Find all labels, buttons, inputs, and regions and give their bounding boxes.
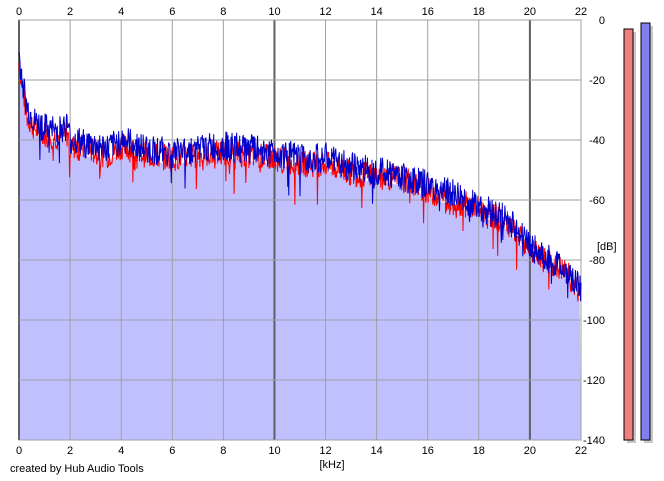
x-tick-label-top: 16 bbox=[422, 6, 434, 18]
spectrum-area bbox=[19, 68, 581, 440]
level-meters bbox=[623, 22, 653, 443]
x-tick-label-top: 22 bbox=[575, 6, 587, 18]
spectrum-lines bbox=[18, 52, 582, 302]
x-tick-label-bottom: 8 bbox=[220, 445, 226, 457]
x-tick-label-top: 14 bbox=[371, 6, 383, 18]
credit-text: created by Hub Audio Tools bbox=[10, 463, 144, 475]
x-tick-label-top: 4 bbox=[118, 6, 124, 18]
meter-right bbox=[640, 22, 651, 441]
y-tick-label: -60 bbox=[589, 195, 605, 207]
meter-left bbox=[623, 28, 634, 441]
x-tick-label-bottom: 0 bbox=[16, 445, 22, 457]
x-tick-label-top: 8 bbox=[220, 6, 226, 18]
x-tick-label-bottom: 4 bbox=[118, 445, 124, 457]
y-tick-label: -20 bbox=[589, 75, 605, 87]
y-tick-label: -80 bbox=[589, 255, 605, 267]
y-tick-label: 0 bbox=[599, 15, 605, 27]
x-tick-label-top: 20 bbox=[524, 6, 536, 18]
x-tick-label-top: 6 bbox=[169, 6, 175, 18]
x-tick-label-top: 12 bbox=[319, 6, 331, 18]
x-tick-label-bottom: 16 bbox=[422, 445, 434, 457]
y-tick-label: -100 bbox=[583, 315, 605, 327]
y-axis-ticks: 0 -20 -40 -60 -80 -100 -120 -140 bbox=[583, 15, 605, 447]
x-tick-label-top: 0 bbox=[16, 6, 22, 18]
x-tick-label-bottom: 20 bbox=[524, 445, 536, 457]
y-tick-label: -120 bbox=[583, 375, 605, 387]
x-tick-label-bottom: 14 bbox=[371, 445, 383, 457]
x-tick-label-bottom: 18 bbox=[473, 445, 485, 457]
spectrum-fill bbox=[19, 68, 581, 440]
x-tick-label-top: 18 bbox=[473, 6, 485, 18]
x-tick-label-top: 2 bbox=[67, 6, 73, 18]
x-tick-label-bottom: 2 bbox=[67, 445, 73, 457]
x-tick-label-bottom: 6 bbox=[169, 445, 175, 457]
x-axis-label: [kHz] bbox=[319, 459, 344, 471]
x-tick-label-bottom: 10 bbox=[268, 445, 280, 457]
y-tick-label: -140 bbox=[583, 435, 605, 447]
x-tick-label-top: 10 bbox=[268, 6, 280, 18]
spectrum-line-right bbox=[18, 52, 582, 301]
y-tick-label: -40 bbox=[589, 135, 605, 147]
x-tick-label-bottom: 22 bbox=[575, 445, 587, 457]
grid bbox=[18, 19, 582, 441]
y-axis-label: [dB] bbox=[597, 241, 617, 253]
x-tick-label-bottom: 12 bbox=[319, 445, 331, 457]
